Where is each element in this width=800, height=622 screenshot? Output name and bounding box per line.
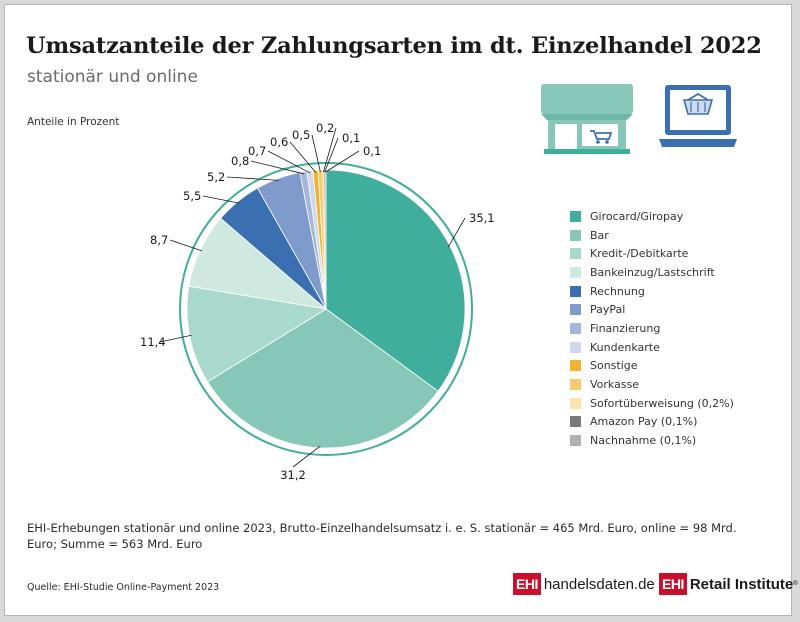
legend-swatch [570, 229, 581, 241]
data-label-paypal: 5,2 [207, 170, 225, 184]
legend-item-nachnahme-0-1: Nachnahme (0,1%) [570, 431, 734, 450]
data-label-rechnung: 5,5 [183, 189, 201, 203]
source-note: Quelle: EHI-Studie Online-Payment 2023 [27, 582, 220, 593]
legend-swatch [570, 210, 581, 222]
legend-label: Nachnahme (0,1%) [590, 434, 697, 448]
legend-item-sonstige: Sonstige [570, 357, 734, 376]
legend-item-finanzierung: Finanzierung [570, 319, 734, 338]
chart-legend: Girocard/Giropay Bar Kredit-/Debitkarte Ban… [570, 207, 734, 450]
leader-line-rechnung [202, 195, 240, 204]
legend-label: Amazon Pay (0,1%) [590, 415, 698, 429]
data-label-sonstige: 0,6 [270, 135, 288, 149]
pie-chart: 35,1 31,2 11,4 8,7 5,5 5,2 0,80,7 0,6 0,5 0,2 0,10… [140, 121, 495, 482]
footnote: EHI-Erhebungen stationär und online 2023… [27, 521, 737, 551]
leader-line-kundenkarte [267, 150, 311, 174]
chart-title: Umsatzanteile der Zahlungsarten im dt. E… [26, 33, 762, 59]
legend-label: Bar [590, 228, 609, 242]
data-label-kredit-debitkarte: 11,4 [140, 335, 166, 349]
leader-line-kredit-debitkarte [159, 334, 192, 343]
leader-line-bar [292, 445, 321, 468]
leader-line-sofort-berweisung-0-2 [323, 127, 337, 173]
legend-item-girocard-giropay: Girocard/Giropay [570, 207, 734, 226]
data-label-finanzierung: 0,8 [231, 154, 249, 168]
leader-line-amazon-pay-0-1 [324, 137, 339, 173]
laptop-shopping-icon [659, 85, 737, 147]
unit-label: Anteile in Prozent [27, 116, 120, 128]
leader-line-paypal [226, 176, 279, 181]
logo-handelsdaten: EHI handelsdaten.de [513, 573, 655, 595]
legend-swatch [570, 304, 581, 316]
legend-item-sofort-berweisung-0-2: Sofortüberweisung (0,2%) [570, 394, 734, 413]
legend-label: Finanzierung [590, 321, 661, 335]
legend-label: Kundenkarte [590, 340, 660, 354]
leader-line-vorkasse [311, 134, 321, 173]
legend-swatch [570, 266, 581, 278]
legend-label: Vorkasse [590, 378, 640, 392]
legend-label: PayPal [590, 303, 626, 317]
legend-label: Rechnung [590, 284, 645, 298]
legend-label: Sonstige [590, 359, 638, 373]
data-label-nachnahme-0-1: 0,1 [363, 144, 381, 158]
data-label-kundenkarte: 0,7 [248, 144, 266, 158]
leader-line-girocard-giropay [447, 217, 466, 248]
data-label-girocard-giropay: 35,1 [469, 211, 495, 225]
registered-mark: ® [793, 581, 798, 587]
legend-item-paypal: PayPal [570, 300, 734, 319]
legend-swatch [570, 248, 581, 260]
legend-swatch [570, 341, 581, 353]
legend-label: Sofortüberweisung (0,2%) [590, 396, 734, 410]
legend-item-bankeinzug-lastschrift: Bankeinzug/Lastschrift [570, 263, 734, 282]
legend-label: Kredit-/Debitkarte [590, 247, 689, 261]
legend-swatch [570, 285, 581, 297]
data-label-bar: 31,2 [280, 468, 306, 482]
leader-line-finanzierung [250, 160, 304, 175]
legend-swatch [570, 416, 581, 428]
logo-handelsdaten-text: handelsdaten.de [543, 575, 655, 593]
legend-swatch [570, 322, 581, 334]
leader-line-bankeinzug-lastschrift [169, 239, 203, 252]
legend-swatch [570, 360, 581, 372]
legend-item-vorkasse: Vorkasse [570, 375, 734, 394]
data-label-vorkasse: 0,5 [292, 128, 310, 142]
data-label-amazon-pay-0-1: 0,1 [342, 131, 360, 145]
logo-retail-mark: EHI [659, 573, 687, 595]
legend-swatch [570, 379, 581, 391]
legend-swatch [570, 397, 581, 409]
leader-line-nachnahme-0-1 [325, 150, 360, 173]
pie-slice-bar [207, 308, 439, 449]
chart-subtitle: stationär und online [27, 67, 198, 87]
legend-item-amazon-pay-0-1: Amazon Pay (0,1%) [570, 413, 734, 432]
legend-item-kredit-debitkarte: Kredit-/Debitkarte [570, 244, 734, 263]
leader-line-sonstige [289, 141, 316, 173]
shop-icon [541, 84, 633, 154]
data-label-sofort-berweisung-0-2: 0,2 [316, 121, 334, 135]
legend-swatch [570, 435, 581, 447]
legend-label: Bankeinzug/Lastschrift [590, 265, 715, 279]
data-label-bankeinzug-lastschrift: 8,7 [150, 233, 168, 247]
pie-slice-girocard-giropay [325, 169, 466, 392]
legend-item-bar: Bar [570, 226, 734, 245]
legend-label: Girocard/Giropay [590, 209, 684, 223]
logo-retail-text: Retail Institute [689, 575, 794, 593]
logo-ehi-retail-institute: EHI Retail Institute ® [659, 573, 798, 595]
logo-handelsdaten-mark: EHI [513, 573, 541, 595]
legend-item-rechnung: Rechnung [570, 282, 734, 301]
legend-item-kundenkarte: Kundenkarte [570, 338, 734, 357]
